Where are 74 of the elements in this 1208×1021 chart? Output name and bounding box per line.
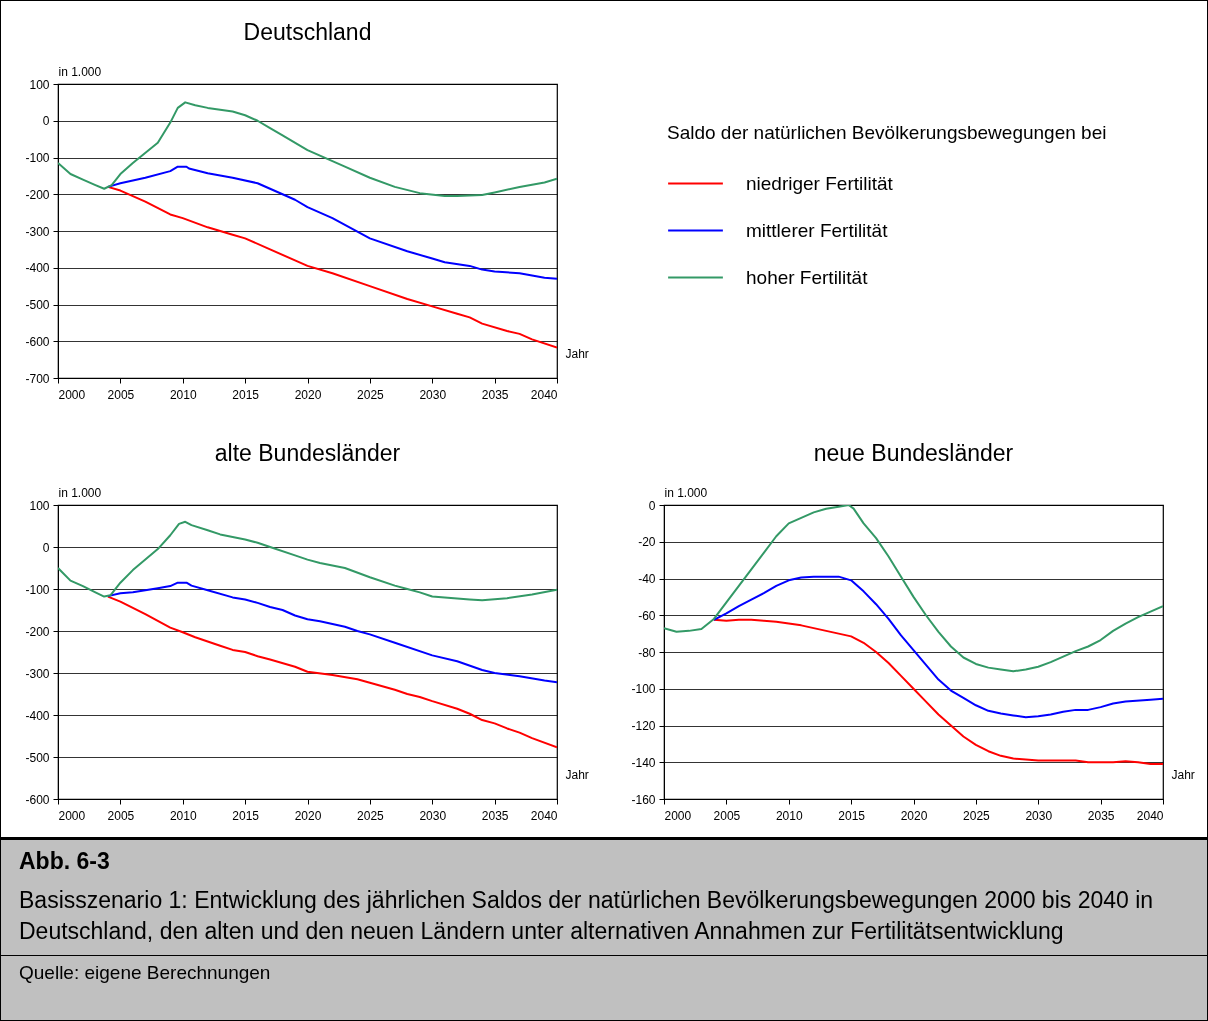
x-tick-label: 2025 (357, 808, 385, 823)
y-axis-title: in 1.000 (664, 485, 708, 500)
x-tick-label: 2015 (232, 387, 260, 402)
x-tick-label: 2020 (900, 808, 928, 823)
y-tick-label: 100 (29, 77, 50, 92)
x-axis-title: Jahr (565, 767, 589, 782)
y-tick-label: -120 (631, 719, 656, 733)
x-axis-title: Jahr (1171, 767, 1195, 782)
x-tick-label: 2035 (1087, 808, 1115, 823)
x-tick-label: 2005 (713, 808, 741, 823)
x-tick-label: 2020 (294, 387, 322, 402)
y-tick-label: -80 (638, 645, 656, 660)
x-tick-label: 2015 (232, 808, 260, 823)
y-tick-label: -160 (631, 792, 656, 807)
y-tick-label: 100 (29, 498, 50, 513)
y-tick-label: -400 (25, 261, 50, 276)
x-tick-label: 2025 (963, 808, 991, 823)
y-tick-label: -700 (25, 371, 50, 386)
x-tick-label: 2030 (419, 387, 447, 402)
y-tick-label: -400 (25, 708, 50, 723)
caption: Abb. 6-3 (19, 848, 111, 875)
y-tick-label: -140 (631, 755, 656, 770)
y-tick-label: -300 (25, 224, 50, 239)
line-series (106, 185, 557, 349)
text: Basisszenario 1: Entwicklung des jährlichen Saldos der natürlichen Bevölkerungsbewegungen 2000 bis 2040 in Deutschland, den alten und den neuen Ländern unter alternativen Annahmen zur Fertilitätsentwicklung (1, 885, 1207, 956)
line-series (106, 595, 557, 749)
x-tick-label: 2040 (1136, 808, 1164, 823)
chart-title: Deutschland (243, 19, 372, 45)
source-note: Quelle: eigene Berechnungen (19, 962, 272, 984)
y-tick-label: -500 (25, 298, 50, 312)
x-tick-label: 2030 (419, 808, 447, 823)
line-series (712, 618, 1163, 766)
y-tick-label: -200 (25, 624, 50, 639)
y-tick-label: -100 (631, 682, 656, 697)
x-tick-label: 2000 (58, 387, 86, 402)
y-tick-label: -500 (25, 750, 50, 765)
legend-label: hoher Fertilität (746, 266, 869, 288)
x-tick-label: 2020 (294, 808, 322, 823)
x-tick-label: 2010 (169, 387, 197, 402)
x-tick-label: 2035 (481, 808, 509, 823)
y-axis-title: in 1.000 (58, 485, 102, 500)
x-tick-label: 2040 (530, 808, 558, 823)
x-tick-label: 2000 (58, 808, 86, 823)
x-tick-label: 2015 (838, 808, 866, 823)
y-tick-label: 0 (42, 540, 50, 555)
line-series (712, 575, 1163, 719)
y-tick-label: 0 (648, 498, 656, 513)
x-tick-label: 2005 (107, 387, 135, 402)
y-tick-label: -600 (25, 334, 50, 349)
legend-label: niedriger Fertilität (746, 172, 894, 194)
chart-title: neue Bundesländer (813, 440, 1014, 466)
chart-title: alte Bundesländer (214, 440, 401, 466)
legend-label: mittlerer Fertilität (746, 219, 889, 241)
y-tick-label: -300 (25, 666, 50, 681)
x-tick-label: 2030 (1025, 808, 1053, 823)
y-tick-label: -200 (25, 187, 50, 202)
y-tick-label: -20 (638, 535, 656, 550)
y-tick-label: -100 (25, 582, 50, 597)
y-tick-label: -600 (25, 792, 50, 807)
line-series (106, 581, 557, 684)
y-tick-label: -60 (638, 608, 656, 623)
legend-title: Saldo der natürlichen Bevölkerungsbewegungen bei (667, 122, 1107, 143)
x-axis-title: Jahr (565, 346, 589, 361)
y-axis-title: in 1.000 (58, 64, 102, 79)
x-tick-label: 2010 (775, 808, 803, 823)
x-tick-label: 2025 (357, 387, 385, 402)
x-tick-label: 2040 (530, 387, 558, 402)
x-tick-label: 2005 (107, 808, 135, 823)
x-tick-label: 2010 (169, 808, 197, 823)
x-tick-label: 2035 (481, 387, 509, 402)
y-tick-label: 0 (42, 114, 50, 129)
y-tick-label: -100 (25, 151, 50, 165)
x-tick-label: 2000 (664, 808, 692, 823)
y-tick-label: -40 (638, 572, 656, 586)
